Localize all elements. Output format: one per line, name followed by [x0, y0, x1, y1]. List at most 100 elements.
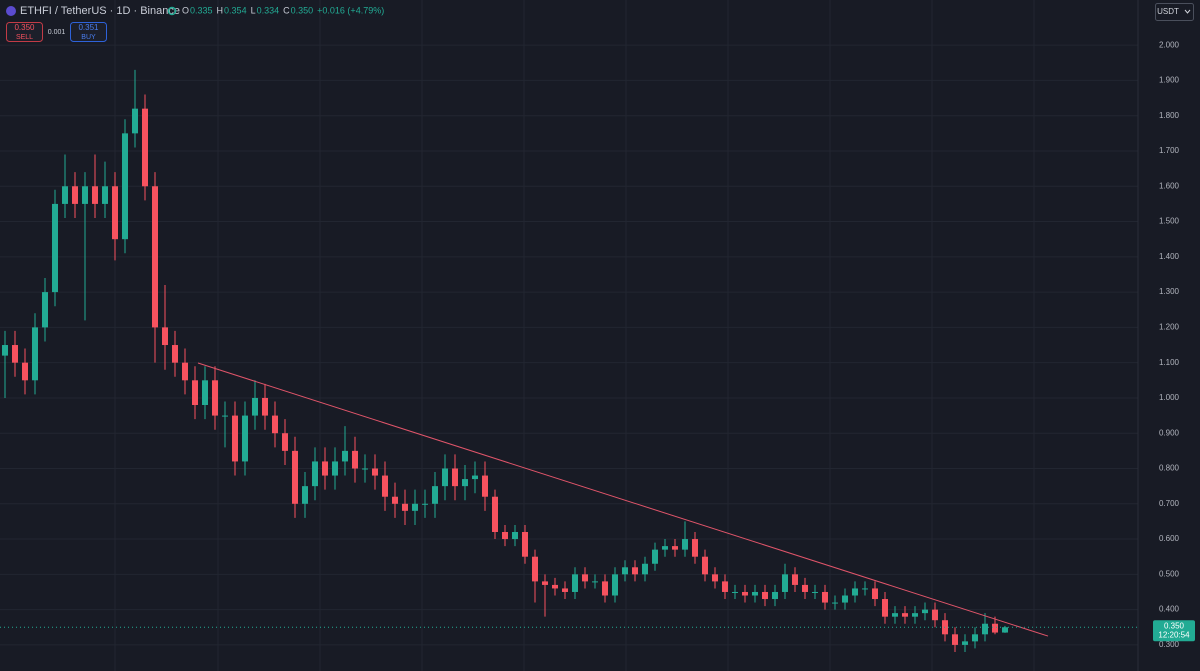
- candle-body: [342, 450, 348, 462]
- candle-body: [952, 634, 958, 645]
- candle-body: [372, 468, 378, 476]
- candle-body: [382, 475, 388, 497]
- candle-body: [102, 186, 108, 204]
- candle-body: [492, 496, 498, 533]
- candle-body: [992, 623, 998, 633]
- buy-button[interactable]: [70, 22, 107, 42]
- candle-body: [332, 461, 338, 476]
- candle-body: [122, 133, 128, 240]
- candle-body: [412, 503, 418, 511]
- ohlc-value: 0.334: [257, 5, 280, 15]
- symbol[interactable]: ETHFI / TetherUS · 1D · Binance: [20, 5, 180, 17]
- currency-caret: [1184, 9, 1191, 14]
- candle-body: [252, 397, 258, 416]
- candle-body: [922, 609, 928, 614]
- candle-body: [732, 591, 738, 593]
- candle-body: [662, 546, 668, 550]
- trendline: [197, 362, 1049, 637]
- candle-body: [92, 186, 98, 204]
- ohlc-value: 0.350: [291, 5, 314, 15]
- candle-body: [42, 292, 48, 328]
- candle-body: [302, 486, 308, 504]
- market-status: [167, 6, 177, 16]
- candle-body: [852, 588, 858, 596]
- candle-body: [982, 623, 988, 635]
- candle-body: [622, 567, 628, 575]
- candle-body: [422, 503, 428, 505]
- candle-body: [312, 461, 318, 487]
- candle-body: [62, 186, 68, 204]
- y-tick-label: 1.400: [1159, 252, 1180, 261]
- symbol-icon: [6, 6, 16, 16]
- candle-body: [232, 415, 238, 462]
- candle-body: [482, 475, 488, 497]
- candle-body: [52, 203, 58, 293]
- candle-body: [82, 186, 88, 204]
- candle-body: [132, 108, 138, 134]
- sell-price: 0.350: [14, 23, 35, 32]
- y-tick-label: 2.000: [1159, 40, 1180, 49]
- candle-body: [602, 581, 608, 596]
- candle-body: [72, 186, 78, 204]
- sell-button[interactable]: [6, 22, 43, 42]
- ohlc-value: 0.354: [224, 5, 247, 15]
- candle-body: [2, 345, 8, 356]
- candle-body: [692, 539, 698, 557]
- y-tick-label: 0.400: [1159, 605, 1180, 614]
- candle-body: [862, 588, 868, 590]
- candle-body: [932, 609, 938, 621]
- candle-body: [292, 450, 298, 504]
- candle-body: [722, 581, 728, 592]
- candle-body: [462, 479, 468, 487]
- candle-body: [1002, 627, 1008, 633]
- y-tick-label: 1.600: [1159, 181, 1180, 190]
- candle-body: [872, 588, 878, 600]
- candle-body: [512, 532, 518, 540]
- candle-body: [32, 327, 38, 381]
- ohlc-legend: O 0.335 H 0.354 L 0.334 C 0.350 +0.016 (+4.79%): [182, 5, 384, 15]
- last-price-box: [1153, 620, 1195, 642]
- currency: USDT: [1157, 7, 1179, 16]
- y-tick-label: 0.600: [1159, 534, 1180, 543]
- candle-body: [582, 574, 588, 582]
- y-tick-label: 0.900: [1159, 428, 1180, 437]
- buy-label: BUY: [81, 34, 96, 41]
- candle-body: [192, 380, 198, 405]
- candle-body: [402, 503, 408, 511]
- candle-body: [142, 108, 148, 187]
- ohlc-key: C: [283, 5, 290, 15]
- candle-body: [502, 532, 508, 540]
- y-tick-label: 1.700: [1159, 146, 1180, 155]
- candle-body: [962, 641, 968, 645]
- candle-body: [322, 461, 328, 476]
- buy-price: 0.351: [78, 23, 99, 32]
- currency-button[interactable]: [1155, 3, 1194, 21]
- candle-body: [242, 415, 248, 462]
- countdown: 12:20:54: [1158, 630, 1190, 639]
- candle-body: [562, 588, 568, 592]
- candle-body: [282, 433, 288, 451]
- y-tick-label: 0.800: [1159, 464, 1180, 473]
- candle-body: [182, 362, 188, 381]
- grid: [0, 0, 1138, 671]
- candle-body: [842, 595, 848, 603]
- candle-body: [792, 574, 798, 585]
- candle-body: [442, 468, 448, 487]
- ohlc-key: O: [182, 5, 189, 15]
- ohlc-key: L: [251, 5, 256, 15]
- candle-body: [152, 186, 158, 328]
- candle-body: [812, 591, 818, 593]
- candle-body: [112, 186, 118, 240]
- candle-body: [12, 345, 18, 363]
- candle-body: [702, 556, 708, 575]
- candle-body: [472, 475, 478, 480]
- candle-body: [752, 591, 758, 596]
- candle-body: [212, 380, 218, 416]
- candle-body: [452, 468, 458, 487]
- candle-body: [262, 397, 268, 416]
- candle-body: [642, 563, 648, 575]
- candle-body: [162, 327, 168, 346]
- sell-label: SELL: [16, 34, 33, 41]
